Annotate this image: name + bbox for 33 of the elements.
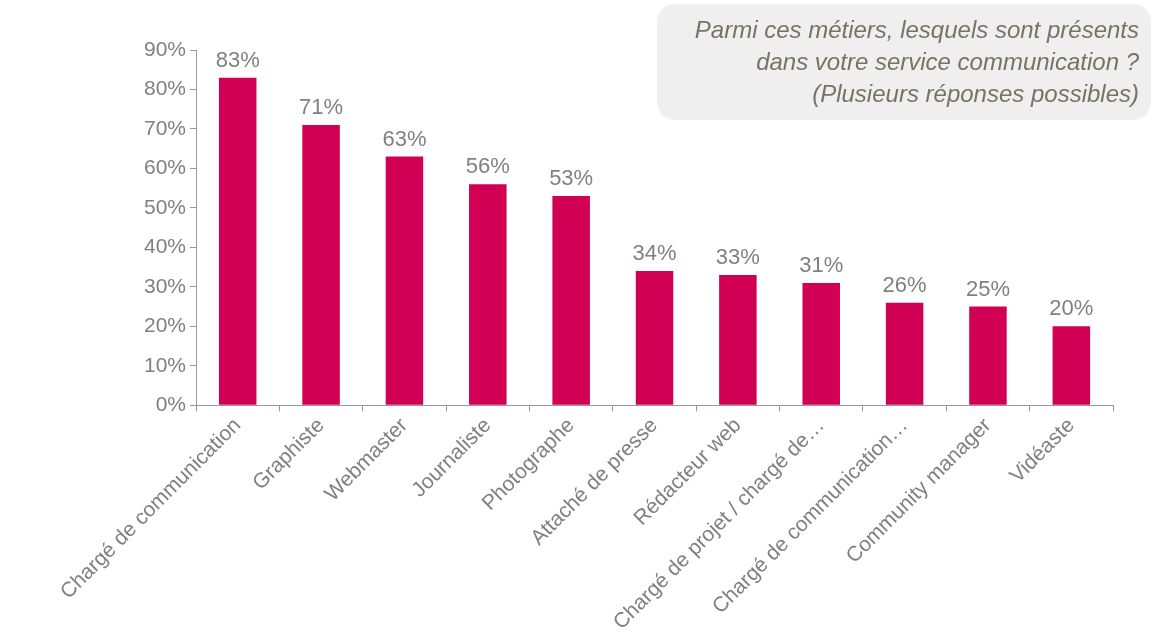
y-tick-label: 60% <box>144 155 187 179</box>
bar <box>635 271 674 405</box>
bar <box>885 302 924 405</box>
data-label: 25% <box>965 275 1010 301</box>
y-tick-label: 90% <box>144 36 187 60</box>
bar <box>385 156 424 405</box>
chart-title: Parmi ces métiers, lesquels sont présents dans votre service communication ? (Plusieurs réponses possibles) <box>657 4 1151 120</box>
data-label: 34% <box>632 240 677 266</box>
y-tick-label: 40% <box>144 234 187 258</box>
data-label: 53% <box>549 165 594 191</box>
data-label: 71% <box>299 94 344 120</box>
y-tick-label: 10% <box>144 352 187 376</box>
y-tick-label: 80% <box>144 76 187 100</box>
y-tick-label: 30% <box>144 273 187 297</box>
bar <box>719 275 757 405</box>
bar <box>552 196 590 405</box>
bar <box>1052 326 1091 405</box>
bar <box>969 306 1007 405</box>
bar <box>218 77 257 405</box>
data-label: 31% <box>799 251 844 277</box>
data-label: 63% <box>382 125 427 151</box>
data-label: 26% <box>882 271 927 297</box>
bar <box>802 282 840 405</box>
y-tick-label: 70% <box>144 115 187 139</box>
data-label: 56% <box>465 153 510 179</box>
y-tick-label: 20% <box>144 313 187 337</box>
data-label: 33% <box>715 244 760 270</box>
data-label: 83% <box>215 46 260 72</box>
bar <box>469 184 507 405</box>
y-tick-label: 0% <box>155 392 187 416</box>
data-label: 20% <box>1049 295 1094 321</box>
bar <box>302 125 340 405</box>
y-tick-label: 50% <box>144 194 187 218</box>
